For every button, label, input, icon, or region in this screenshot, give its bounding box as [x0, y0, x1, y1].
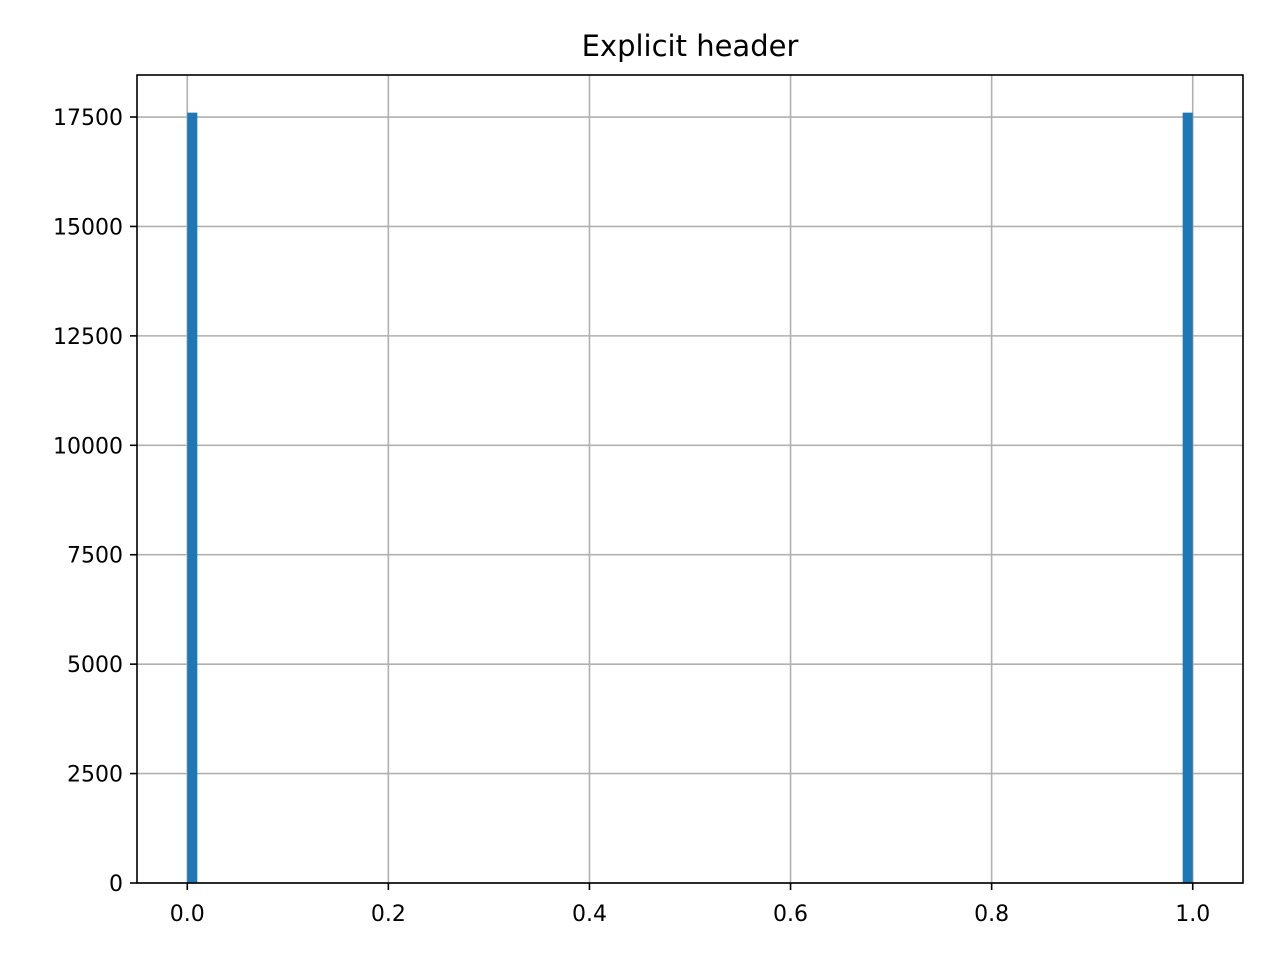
plot-frame	[136, 74, 1244, 884]
y-axis-ticks: 0 2500 5000 7500 10000 12500 15000 17500	[53, 106, 137, 897]
y-tick-label: 12500	[53, 325, 123, 350]
y-tick-label: 10000	[53, 434, 123, 459]
x-axis-ticks: 0.0 0.2 0.4 0.6 0.8 1.0	[170, 883, 1210, 927]
x-tick-label: 0.6	[773, 902, 808, 927]
y-tick-label: 17500	[53, 106, 123, 131]
y-tick-label: 2500	[67, 763, 123, 788]
chart-title: Explicit header	[582, 29, 799, 63]
y-tick-label: 5000	[67, 653, 123, 678]
histogram-bar	[187, 112, 198, 884]
grid-lines	[137, 75, 1243, 884]
x-tick-label: 0.8	[974, 902, 1009, 927]
histogram-bar	[1182, 112, 1193, 884]
y-tick-label: 15000	[53, 215, 123, 240]
x-tick-label: 0.0	[170, 902, 205, 927]
x-tick-label: 0.4	[572, 902, 607, 927]
x-tick-label: 0.2	[371, 902, 406, 927]
y-tick-label: 7500	[67, 544, 123, 569]
y-tick-label: 0	[109, 872, 123, 897]
x-tick-label: 1.0	[1175, 902, 1210, 927]
bars	[187, 112, 1193, 884]
